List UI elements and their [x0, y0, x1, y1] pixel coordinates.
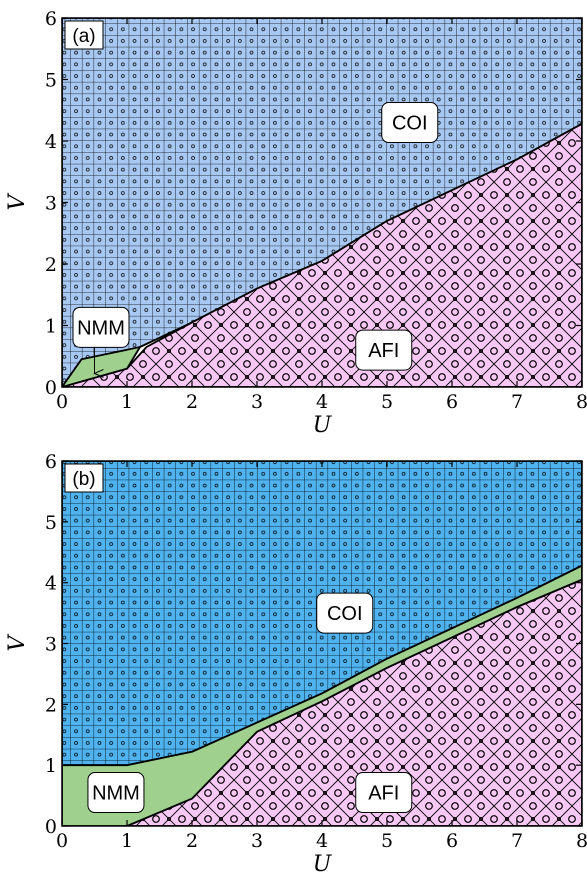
- x-tick-label: 0: [56, 391, 68, 413]
- y-tick-label: 6: [45, 451, 57, 473]
- x-tick-label: 7: [511, 830, 523, 852]
- y-tick-label: 4: [45, 573, 57, 595]
- region-label-nmm: NMM: [87, 772, 145, 814]
- region-label-afi: AFI: [355, 329, 413, 371]
- x-tick-label: 2: [186, 830, 198, 852]
- x-tick-label: 5: [381, 830, 393, 852]
- region-coi-hatch: [62, 18, 582, 387]
- x-tick-label: 4: [316, 391, 328, 413]
- panel-a: 0 1 2 3 4 5 6 7 8 0 1 2 3 4 5 6 U V (a) COI AFI NMM: [5, 8, 587, 438]
- y-tick-label: 3: [45, 634, 57, 656]
- y-tick-label: 0: [45, 377, 57, 399]
- svg-text:AFI: AFI: [368, 783, 399, 805]
- y-tick-label: 1: [45, 316, 57, 338]
- panel-label: (a): [72, 26, 95, 47]
- x-tick-label: 6: [446, 391, 458, 413]
- x-tick-label: 0: [56, 830, 68, 852]
- y-tick-label: 5: [45, 70, 57, 92]
- x-tick-label: 3: [251, 830, 263, 852]
- x-tick-label: 1: [121, 391, 133, 413]
- region-afi-hatch: [127, 579, 582, 826]
- region-label-coi: COI: [316, 592, 374, 634]
- y-axis-label: V: [5, 192, 30, 210]
- x-tick-label: 2: [186, 391, 198, 413]
- region-nmm-border: [62, 346, 141, 387]
- x-tick-label: 1: [121, 830, 133, 852]
- region-label-coi: COI: [381, 102, 439, 144]
- svg-text:AFI: AFI: [368, 340, 399, 362]
- region-label-afi: AFI: [355, 772, 413, 814]
- svg-text:COI: COI: [327, 603, 363, 625]
- x-tick-label: 5: [381, 391, 393, 413]
- x-tick-label: 6: [446, 830, 458, 852]
- region-nmm: [62, 347, 140, 387]
- svg-text:COI: COI: [392, 113, 428, 135]
- y-tick-label: 6: [45, 8, 57, 30]
- x-tick-label: 3: [251, 391, 263, 413]
- panel-label-box: [64, 463, 104, 493]
- y-axis-label: V: [5, 633, 30, 651]
- y-tick-label: 5: [45, 512, 57, 534]
- x-tick-label: 8: [576, 391, 587, 413]
- region-afi-border: [62, 122, 582, 387]
- region-nmm: [62, 565, 582, 826]
- y-tick-label: 0: [45, 816, 57, 838]
- region-label-nmm: NMM: [72, 306, 130, 348]
- y-tick-label: 3: [45, 193, 57, 215]
- y-tick-label: 4: [45, 131, 57, 153]
- svg-text:NMM: NMM: [92, 783, 140, 805]
- y-tick-label: 1: [45, 755, 57, 777]
- x-axis-label: U: [313, 852, 333, 877]
- svg-text:NMM: NMM: [77, 317, 125, 339]
- y-tick-label: 2: [45, 254, 57, 276]
- region-afi-hatch: [62, 123, 582, 387]
- x-tick-label: 8: [576, 830, 587, 852]
- panel-label: (b): [72, 469, 95, 490]
- region-nmm-border: [62, 564, 582, 826]
- x-axis-label: U: [313, 413, 333, 438]
- x-tick-label: 4: [316, 830, 328, 852]
- y-tick-label: 2: [45, 694, 57, 716]
- panel-b: 0 1 2 3 4 5 6 7 8 0 1 2 3 4 5 6 U V (b) COI AFI NMM: [5, 451, 587, 877]
- panel-label-box: [64, 20, 104, 50]
- x-tick-label: 7: [511, 391, 523, 413]
